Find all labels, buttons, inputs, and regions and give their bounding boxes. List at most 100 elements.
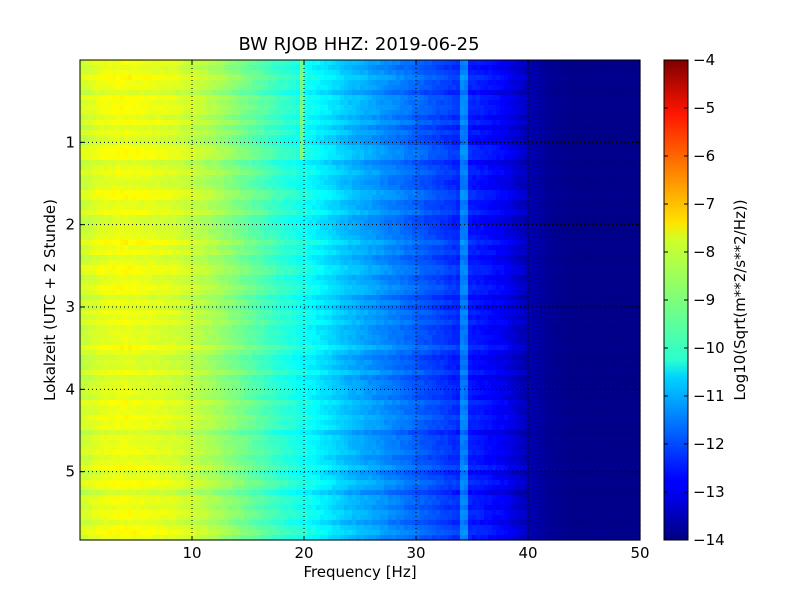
heatmap-cell — [600, 215, 605, 221]
heatmap-cell — [108, 165, 113, 171]
heatmap-cell — [392, 195, 397, 201]
heatmap-cell — [180, 175, 185, 181]
heatmap-cell — [280, 230, 285, 236]
heatmap-cell — [436, 155, 441, 161]
heatmap-cell — [568, 115, 573, 121]
heatmap-cell — [524, 95, 529, 101]
heatmap-cell — [376, 100, 381, 106]
heatmap-cell — [584, 170, 589, 176]
heatmap-cell — [468, 100, 473, 106]
heatmap-cell — [252, 80, 257, 86]
heatmap-cell — [332, 65, 337, 71]
heatmap-cell — [220, 130, 225, 136]
heatmap-cell — [288, 165, 293, 171]
heatmap-cell — [428, 220, 433, 226]
heatmap-cell — [492, 200, 497, 206]
heatmap-cell — [156, 90, 161, 96]
heatmap-cell — [484, 165, 489, 171]
heatmap-cell — [128, 80, 133, 86]
heatmap-cell — [260, 150, 265, 156]
heatmap-cell — [156, 185, 161, 191]
heatmap-cell — [336, 120, 341, 126]
heatmap-cell — [448, 235, 453, 241]
heatmap-cell — [592, 155, 597, 161]
heatmap-cell — [524, 170, 529, 176]
heatmap-cell — [328, 195, 333, 201]
heatmap-cell — [400, 135, 405, 141]
heatmap-cell — [468, 195, 473, 201]
heatmap-cell — [440, 70, 445, 76]
heatmap-cell — [168, 140, 173, 146]
heatmap-cell — [576, 125, 581, 131]
heatmap-cell — [88, 235, 93, 241]
heatmap-cell — [624, 230, 629, 236]
heatmap-cell — [272, 225, 277, 231]
heatmap-cell — [636, 65, 641, 71]
heatmap-cell — [264, 120, 269, 126]
heatmap-cell — [328, 60, 333, 66]
heatmap-cell — [552, 95, 557, 101]
heatmap-cell — [416, 110, 421, 116]
heatmap-cell — [460, 115, 465, 121]
heatmap-cell — [588, 175, 593, 181]
heatmap-cell — [180, 80, 185, 86]
heatmap-cell — [448, 225, 453, 231]
heatmap-cell — [544, 70, 549, 76]
heatmap-cell — [144, 130, 149, 136]
heatmap-cell — [604, 150, 609, 156]
heatmap-cell — [152, 100, 157, 106]
heatmap-cell — [164, 225, 169, 231]
heatmap-cell — [152, 120, 157, 126]
heatmap-cell — [620, 220, 625, 226]
heatmap-cell — [132, 100, 137, 106]
heatmap-cell — [160, 215, 165, 221]
heatmap-cell — [316, 210, 321, 216]
heatmap-cell — [328, 185, 333, 191]
heatmap-cell — [416, 115, 421, 121]
heatmap-cell — [384, 175, 389, 181]
heatmap-cell — [160, 95, 165, 101]
heatmap-cell — [480, 155, 485, 161]
heatmap-cell — [420, 90, 425, 96]
heatmap-cell — [412, 90, 417, 96]
heatmap-cell — [416, 210, 421, 216]
heatmap-cell — [580, 85, 585, 91]
heatmap-cell — [88, 210, 93, 216]
heatmap-cell — [428, 140, 433, 146]
heatmap-cell — [276, 235, 281, 241]
heatmap-cell — [568, 100, 573, 106]
heatmap-cell — [592, 85, 597, 91]
heatmap-cell — [408, 185, 413, 191]
heatmap-cell — [140, 90, 145, 96]
heatmap-cell — [512, 225, 517, 231]
heatmap-cell — [252, 190, 257, 196]
heatmap-cell — [136, 150, 141, 156]
heatmap-cell — [372, 150, 377, 156]
heatmap-cell — [120, 180, 125, 186]
heatmap-cell — [260, 210, 265, 216]
heatmap-cell — [324, 85, 329, 91]
heatmap-cell — [256, 235, 261, 241]
heatmap-cell — [140, 110, 145, 116]
heatmap-cell — [96, 225, 101, 231]
heatmap-cell — [580, 75, 585, 81]
heatmap-cell — [204, 190, 209, 196]
heatmap-cell — [324, 235, 329, 241]
heatmap-cell — [144, 100, 149, 106]
heatmap-cell — [612, 110, 617, 116]
heatmap-cell — [520, 215, 525, 221]
heatmap-cell — [536, 190, 541, 196]
heatmap-cell — [636, 170, 641, 176]
heatmap-cell — [436, 180, 441, 186]
heatmap-cell — [236, 160, 241, 166]
heatmap-cell — [620, 125, 625, 131]
heatmap-cell — [544, 170, 549, 176]
heatmap-cell — [256, 85, 261, 91]
heatmap-cell — [116, 80, 121, 86]
heatmap-cell — [532, 125, 537, 131]
heatmap-cell — [88, 140, 93, 146]
heatmap-cell — [80, 165, 85, 171]
heatmap-cell — [156, 65, 161, 71]
heatmap-cell — [380, 110, 385, 116]
heatmap-cell — [124, 130, 129, 136]
